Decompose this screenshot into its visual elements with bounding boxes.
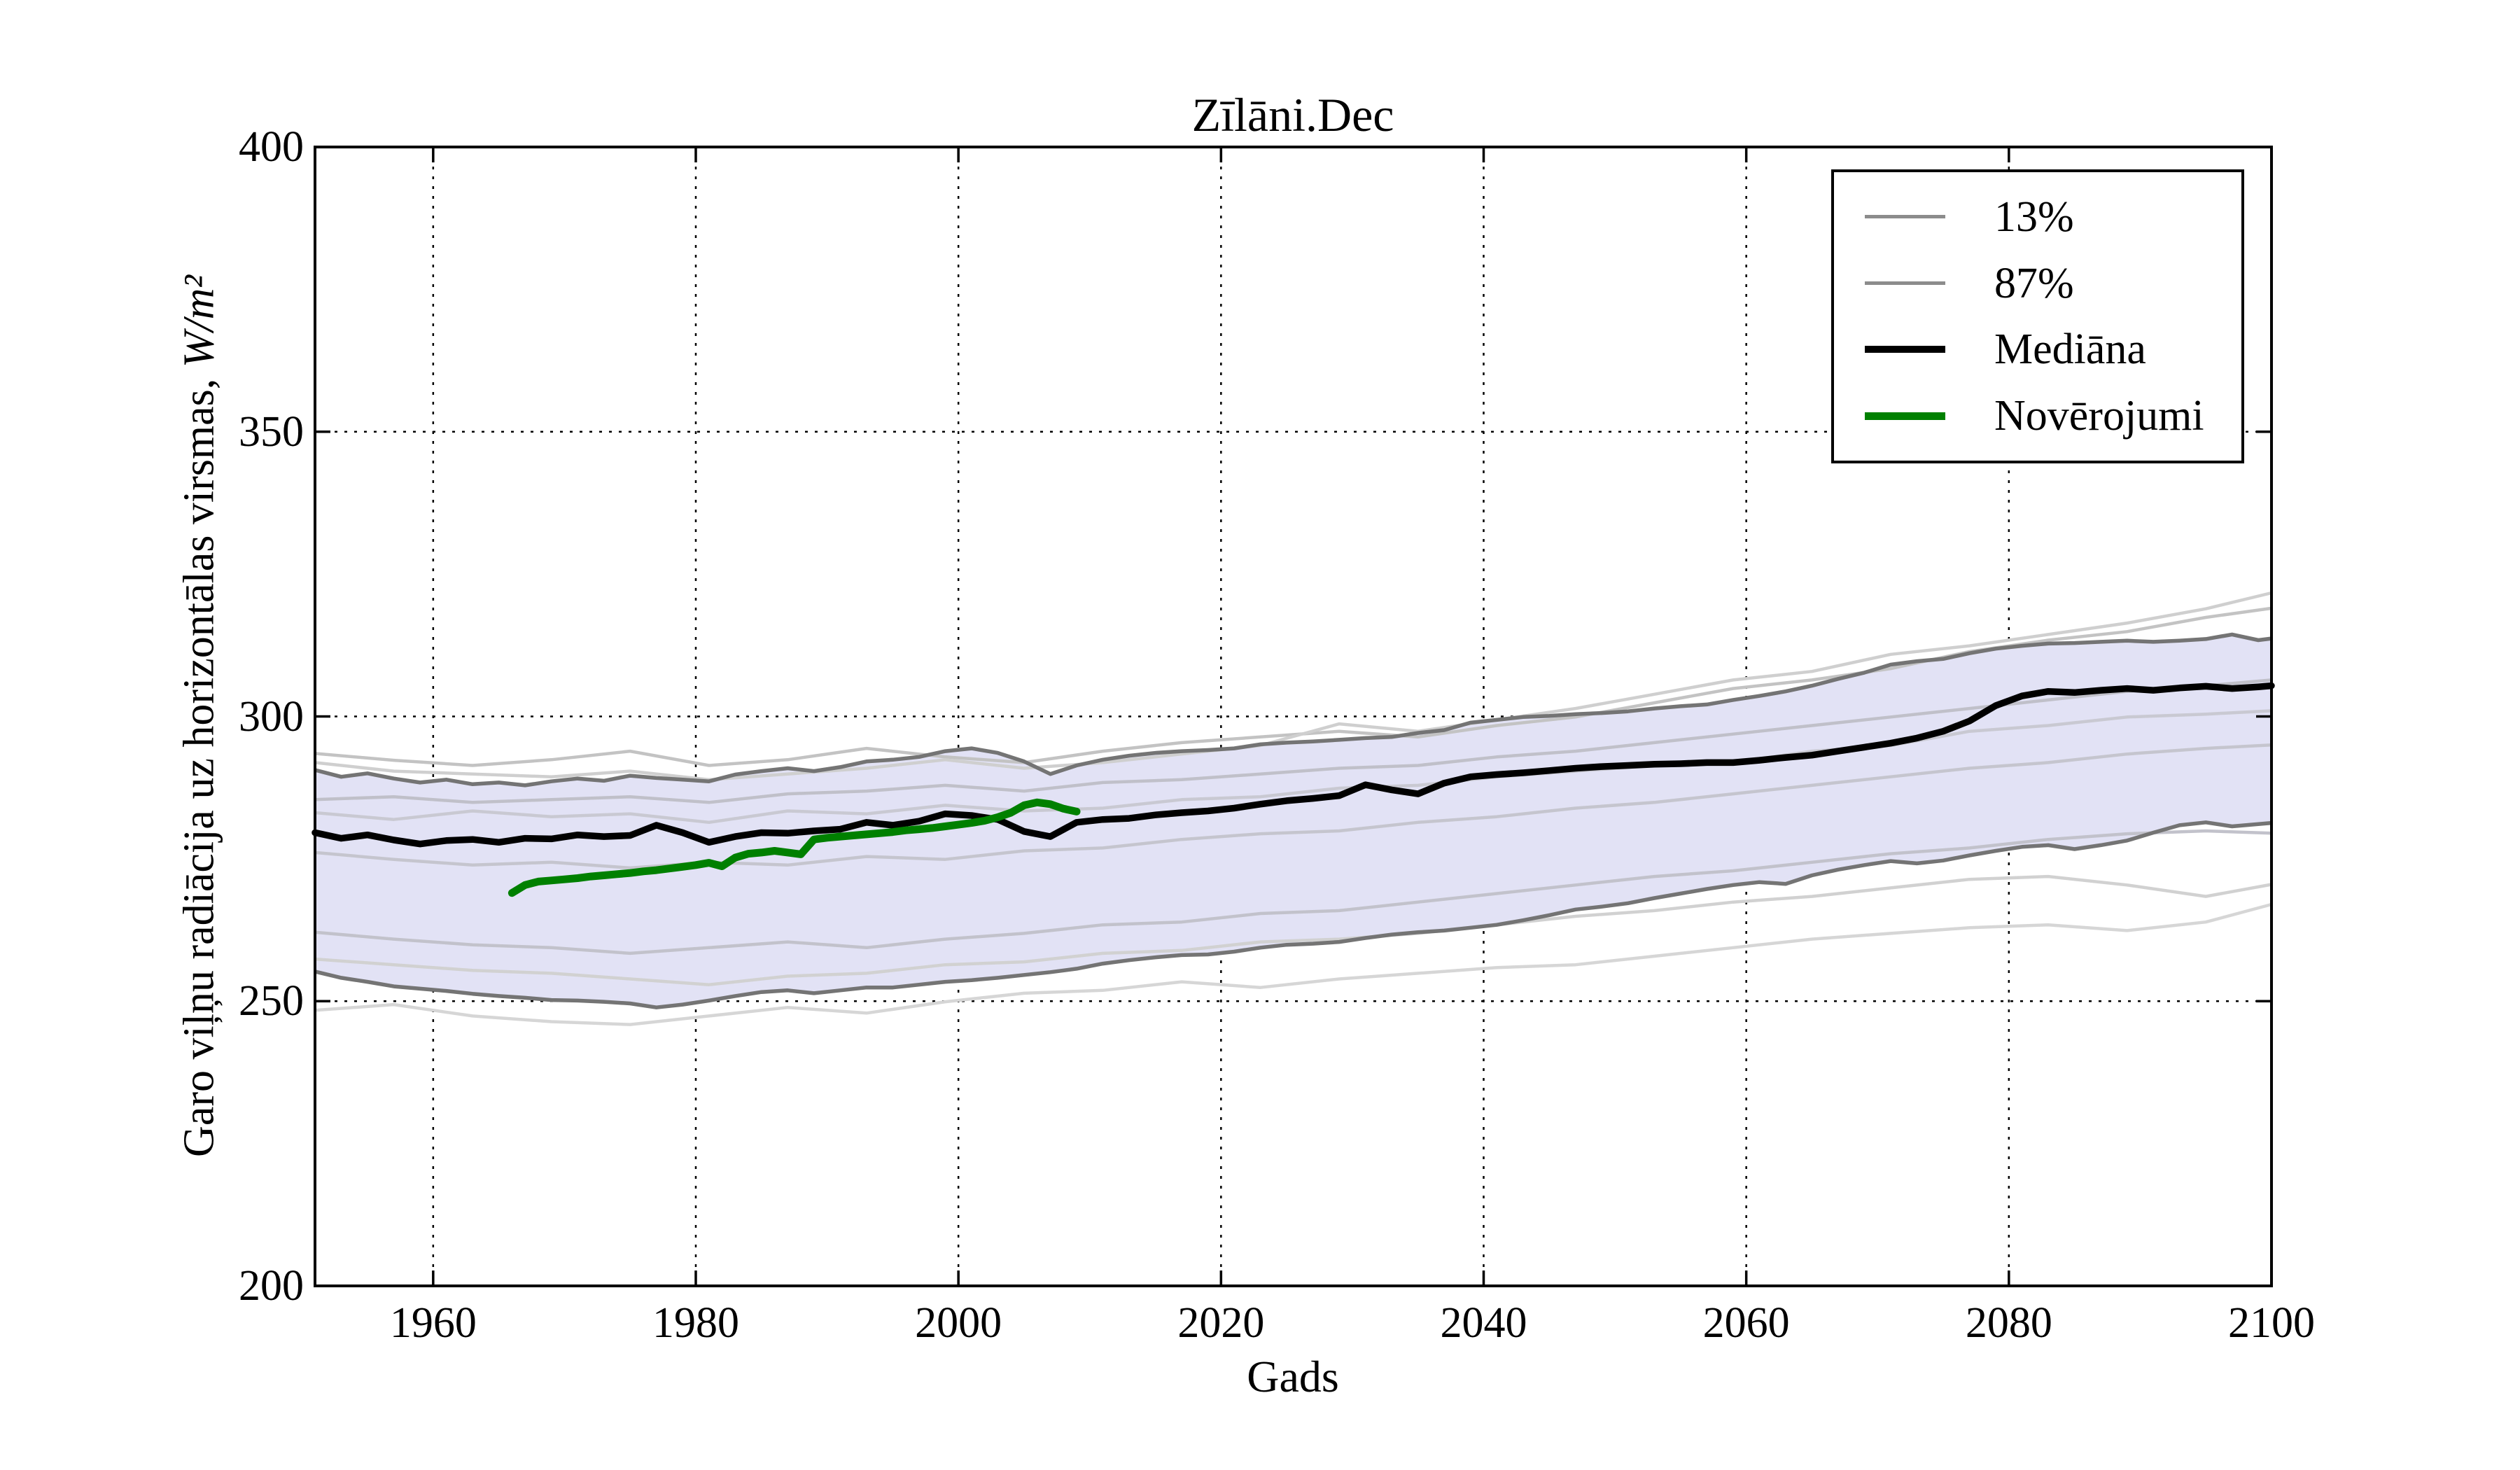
ensemble-member-6 (314, 902, 2272, 1026)
legend-item-label: Novērojumi (1994, 392, 2204, 440)
legend-item-0: 13% (1865, 195, 2241, 239)
x-tick-label: 2100 (2228, 1299, 2315, 1347)
x-tick-label: 1980 (652, 1299, 739, 1347)
legend-item-label: Mediāna (1994, 326, 2146, 374)
y-tick-label: 400 (239, 123, 304, 171)
ensemble-member-4 (314, 709, 2272, 825)
x-tick-label: 2000 (915, 1299, 1002, 1347)
y-axis-label-units: W/m² (175, 275, 223, 368)
chart-title: Zīlāni.Dec (1191, 88, 1394, 141)
percentile-87-line (314, 632, 2272, 788)
legend-line-sample (1865, 215, 1945, 219)
legend-item-label: 13% (1994, 192, 2074, 241)
percentile-13-line (314, 820, 2272, 1009)
legend-item-3: Novērojumi (1865, 394, 2241, 438)
x-axis-label: Gads (1247, 1352, 1339, 1401)
x-tick-label: 2020 (1177, 1299, 1265, 1347)
x-tick-label: 2080 (1965, 1299, 2052, 1347)
median-line (312, 682, 2275, 848)
y-axis-label-text: Garo viļņu radiācija uz horizontālas vir… (175, 368, 223, 1157)
ensemble-member-7 (314, 829, 2272, 955)
observations-line (507, 798, 1081, 897)
ensemble-member-3 (314, 678, 2272, 804)
legend-item-2: Mediāna (1865, 328, 2241, 371)
ensemble-member-8 (314, 874, 2272, 986)
legend-item-label: 87% (1994, 259, 2074, 307)
x-tick-label: 1960 (389, 1299, 477, 1347)
legend-line-sample (1865, 412, 1945, 420)
legend-line-sample (1865, 281, 1945, 286)
legend: 13% 87% Mediāna Novērojumi (1831, 169, 2244, 463)
y-tick-label: 200 (239, 1262, 304, 1310)
legend-item-1: 87% (1865, 262, 2241, 305)
ensemble-member-5 (314, 743, 2272, 870)
y-tick-label: 250 (239, 977, 304, 1026)
legend-line-sample (1865, 346, 1945, 354)
ensemble-member-2 (314, 591, 2272, 782)
y-tick-label: 300 (239, 692, 304, 741)
x-tick-label: 2040 (1440, 1299, 1527, 1347)
y-tick-label: 350 (239, 407, 304, 456)
axis-ticks (315, 146, 2273, 1287)
x-tick-label: 2060 (1702, 1299, 1790, 1347)
